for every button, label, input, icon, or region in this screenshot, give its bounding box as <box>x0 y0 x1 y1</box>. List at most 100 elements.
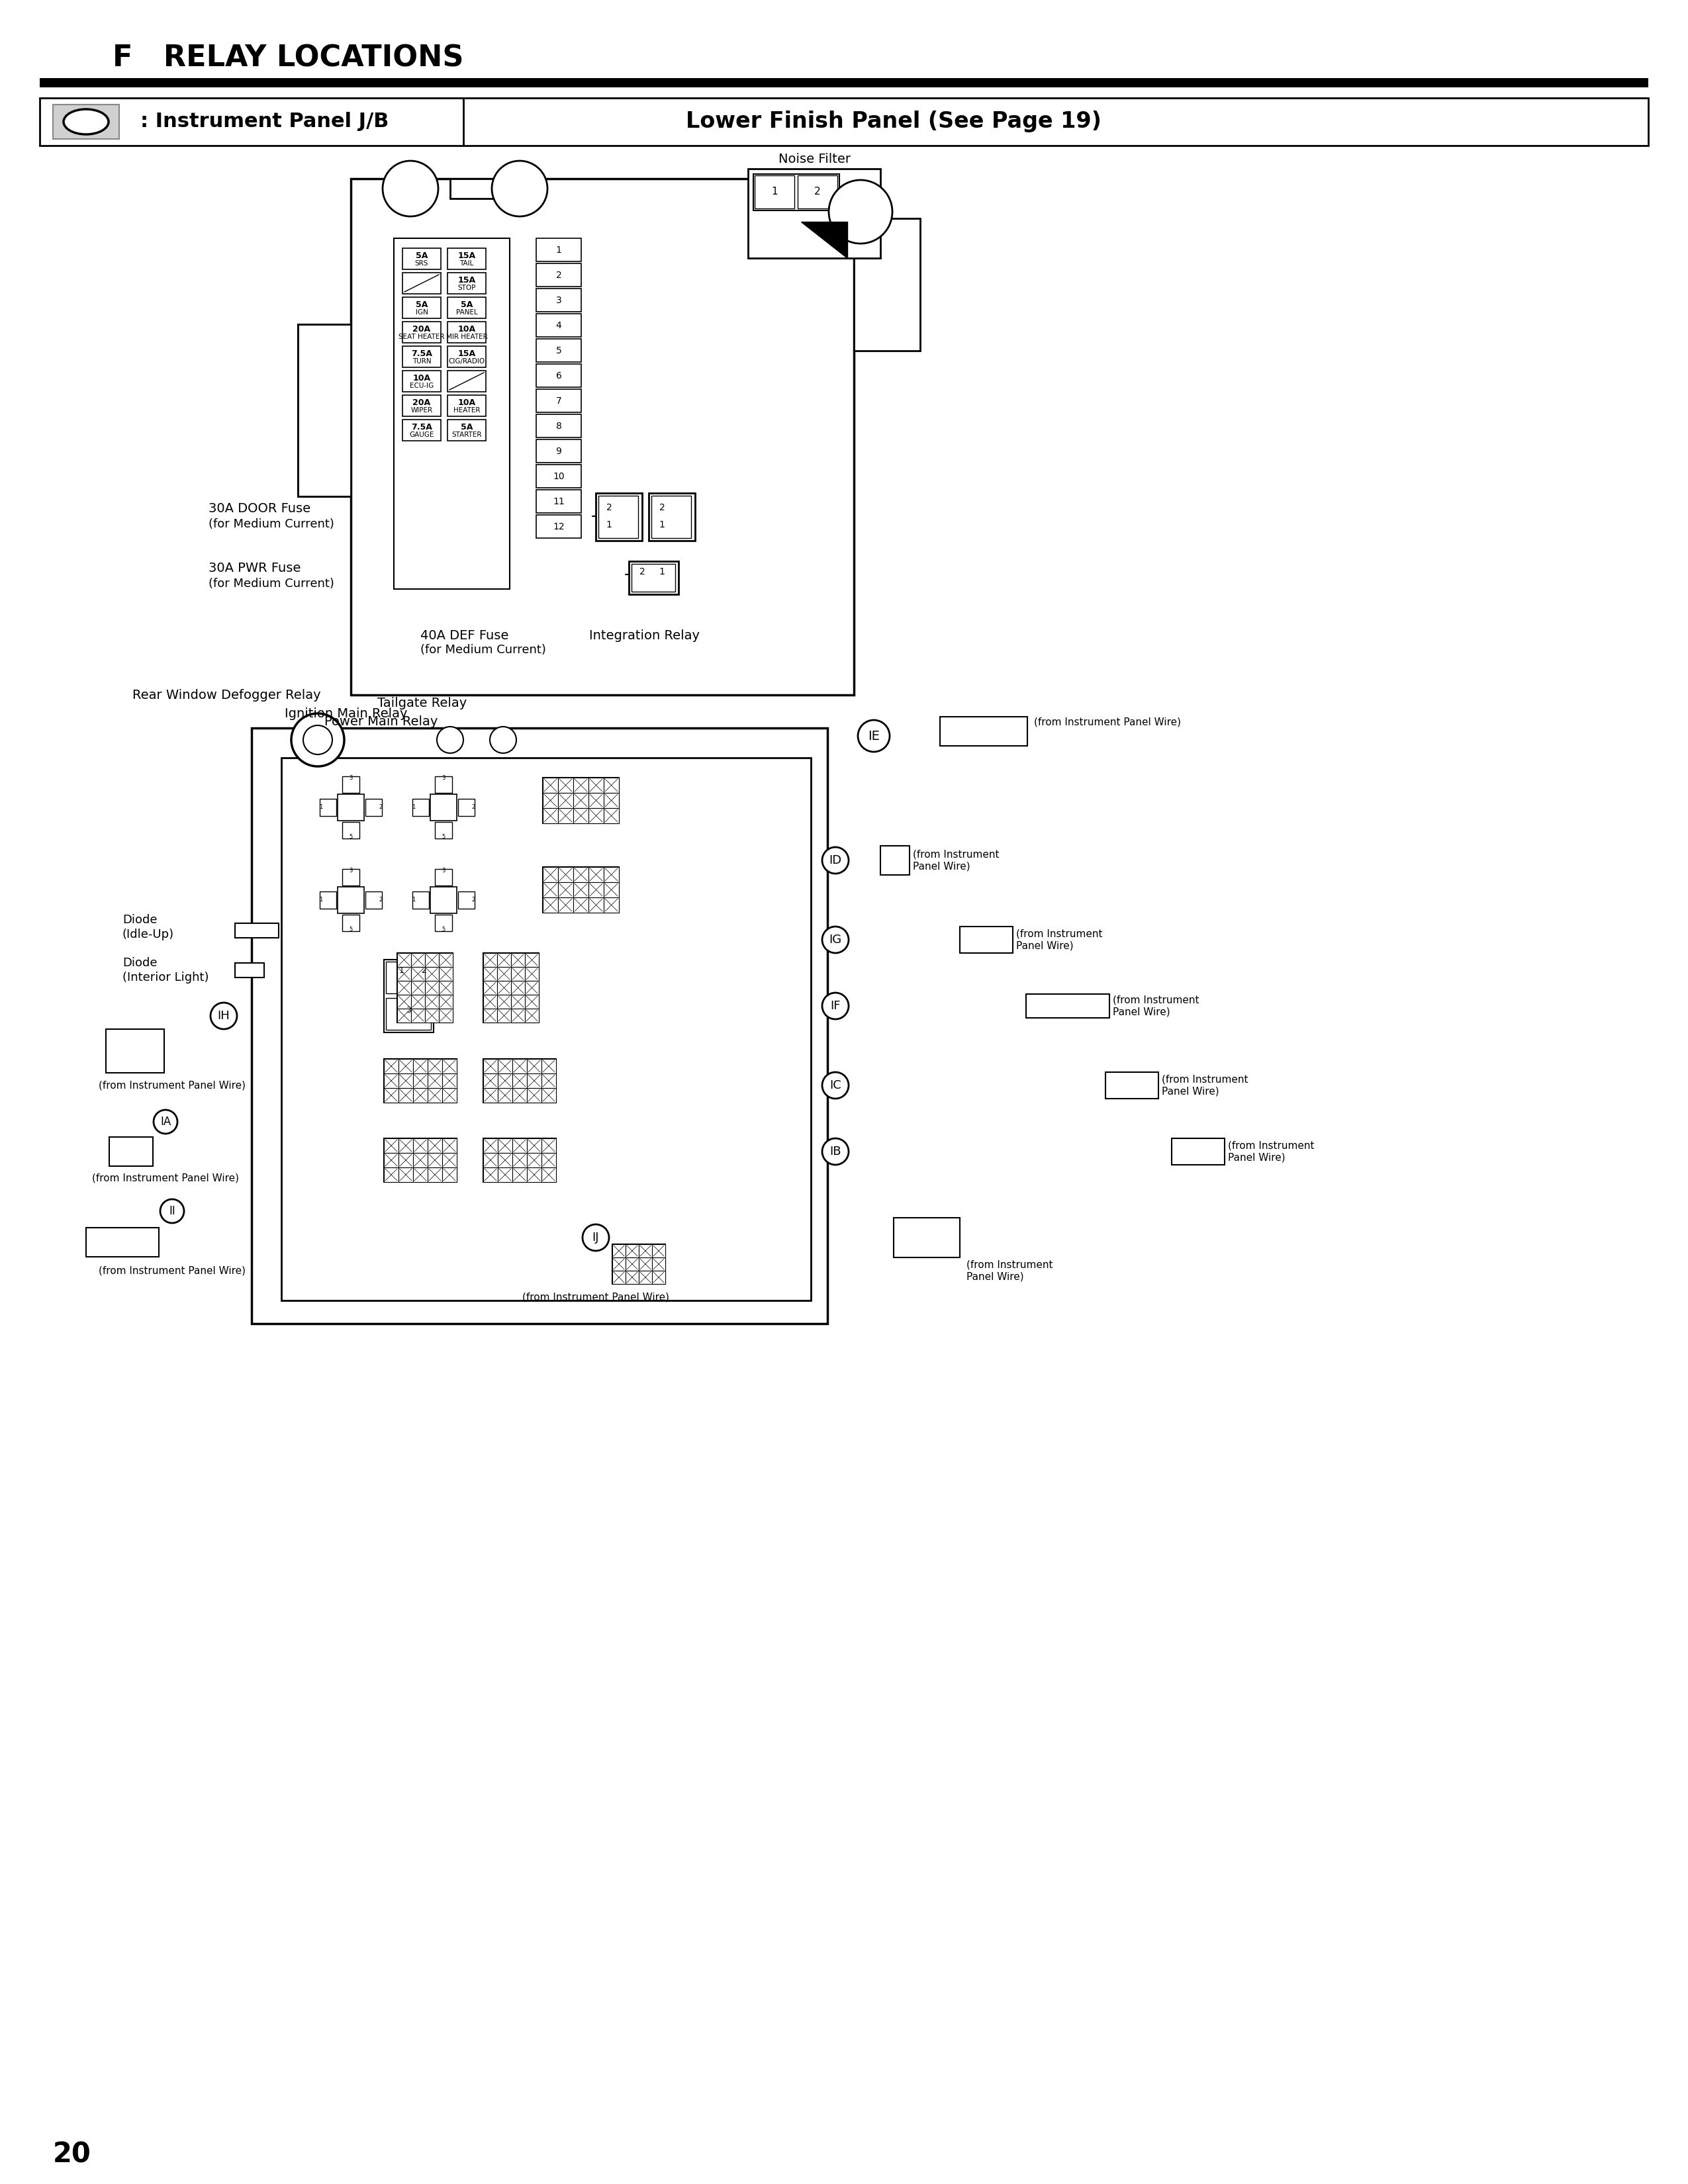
Text: (from Instrument Panel Wire): (from Instrument Panel Wire) <box>93 1173 240 1184</box>
Bar <box>542 1088 555 1103</box>
Bar <box>414 1138 427 1153</box>
Bar <box>1171 1138 1224 1164</box>
Bar <box>906 1219 920 1232</box>
Bar <box>574 882 589 898</box>
Bar <box>1198 1151 1212 1164</box>
Text: IC: IC <box>829 1079 841 1092</box>
Bar <box>235 963 263 978</box>
Bar <box>1119 1085 1133 1099</box>
Bar <box>559 867 574 882</box>
Bar <box>527 1153 542 1168</box>
Bar <box>447 321 486 343</box>
Bar <box>1171 1138 1224 1164</box>
Bar <box>110 1138 154 1166</box>
Bar <box>365 799 381 817</box>
Text: 10A: 10A <box>457 325 476 334</box>
Text: 2: 2 <box>378 804 381 810</box>
Text: 5: 5 <box>442 926 446 933</box>
Bar <box>1097 1007 1109 1018</box>
Text: 3: 3 <box>349 775 353 780</box>
Bar <box>498 1009 511 1022</box>
Text: Noise Filter: Noise Filter <box>778 153 851 166</box>
Text: 30A DOOR Fuse: 30A DOOR Fuse <box>209 502 311 515</box>
Bar <box>397 952 412 968</box>
Text: WIPER: WIPER <box>410 406 432 413</box>
Bar <box>235 924 250 937</box>
Text: 15A: 15A <box>457 251 476 260</box>
Bar <box>439 968 452 981</box>
Bar <box>115 1227 130 1243</box>
Bar <box>383 1059 398 1075</box>
Bar <box>525 994 538 1009</box>
Bar <box>969 716 984 732</box>
Bar <box>150 1059 164 1072</box>
Circle shape <box>383 162 439 216</box>
Text: 5A: 5A <box>415 251 427 260</box>
Text: Integration Relay: Integration Relay <box>589 629 701 642</box>
Bar <box>338 795 365 821</box>
Text: 7: 7 <box>555 395 562 406</box>
Bar <box>110 1138 123 1151</box>
Bar <box>402 371 441 391</box>
Bar <box>86 1243 101 1256</box>
Bar <box>1085 1007 1097 1018</box>
Bar <box>115 1243 130 1256</box>
Bar <box>447 345 486 367</box>
Bar <box>998 716 1013 732</box>
Bar <box>414 1153 427 1168</box>
Bar <box>1106 1072 1158 1099</box>
Text: (for Medium Current): (for Medium Current) <box>209 579 334 590</box>
Bar <box>559 808 574 823</box>
Bar <box>537 314 581 336</box>
Bar <box>397 952 452 1022</box>
Circle shape <box>437 727 464 753</box>
Bar <box>250 963 263 978</box>
Bar <box>638 1245 652 1258</box>
Text: IG: IG <box>829 935 842 946</box>
Text: IA: IA <box>160 1116 170 1127</box>
Bar <box>447 273 486 295</box>
Bar <box>537 465 581 487</box>
Text: (from Instrument
Panel Wire): (from Instrument Panel Wire) <box>1112 996 1198 1018</box>
Bar <box>447 249 486 269</box>
Text: 1: 1 <box>658 520 665 529</box>
Bar <box>425 994 439 1009</box>
Bar <box>442 1138 457 1153</box>
Bar <box>589 808 604 823</box>
Bar <box>537 365 581 387</box>
Bar <box>574 793 589 808</box>
Bar <box>604 778 619 793</box>
Bar <box>906 1245 920 1258</box>
Bar <box>537 389 581 413</box>
Bar <box>498 952 511 968</box>
Text: 5A: 5A <box>415 299 427 308</box>
Circle shape <box>582 1225 609 1251</box>
Bar <box>138 1138 154 1151</box>
Bar <box>250 924 263 937</box>
Text: 1: 1 <box>319 804 322 810</box>
Bar <box>430 795 457 821</box>
Bar <box>544 882 559 898</box>
Text: IE: IE <box>868 729 879 743</box>
Text: (from Instrument
Panel Wire): (from Instrument Panel Wire) <box>1161 1075 1247 1096</box>
Bar <box>527 1168 542 1182</box>
Bar <box>427 1153 442 1168</box>
Text: 1: 1 <box>771 188 778 197</box>
Bar <box>498 1153 513 1168</box>
Bar <box>753 175 839 210</box>
Text: Tailgate Relay: Tailgate Relay <box>378 697 468 710</box>
Bar <box>947 1232 960 1245</box>
Text: : Instrument Panel J/B: : Instrument Panel J/B <box>140 111 388 131</box>
Bar <box>483 1168 498 1182</box>
Bar <box>513 1138 527 1153</box>
Text: 6: 6 <box>555 371 562 380</box>
Bar <box>798 175 837 207</box>
Bar <box>854 218 920 352</box>
Text: 1: 1 <box>412 898 415 902</box>
Bar <box>483 981 498 994</box>
Bar <box>511 952 525 968</box>
Bar <box>135 1029 150 1044</box>
Bar <box>544 778 559 793</box>
Bar <box>537 238 581 262</box>
Bar <box>1198 1138 1212 1151</box>
